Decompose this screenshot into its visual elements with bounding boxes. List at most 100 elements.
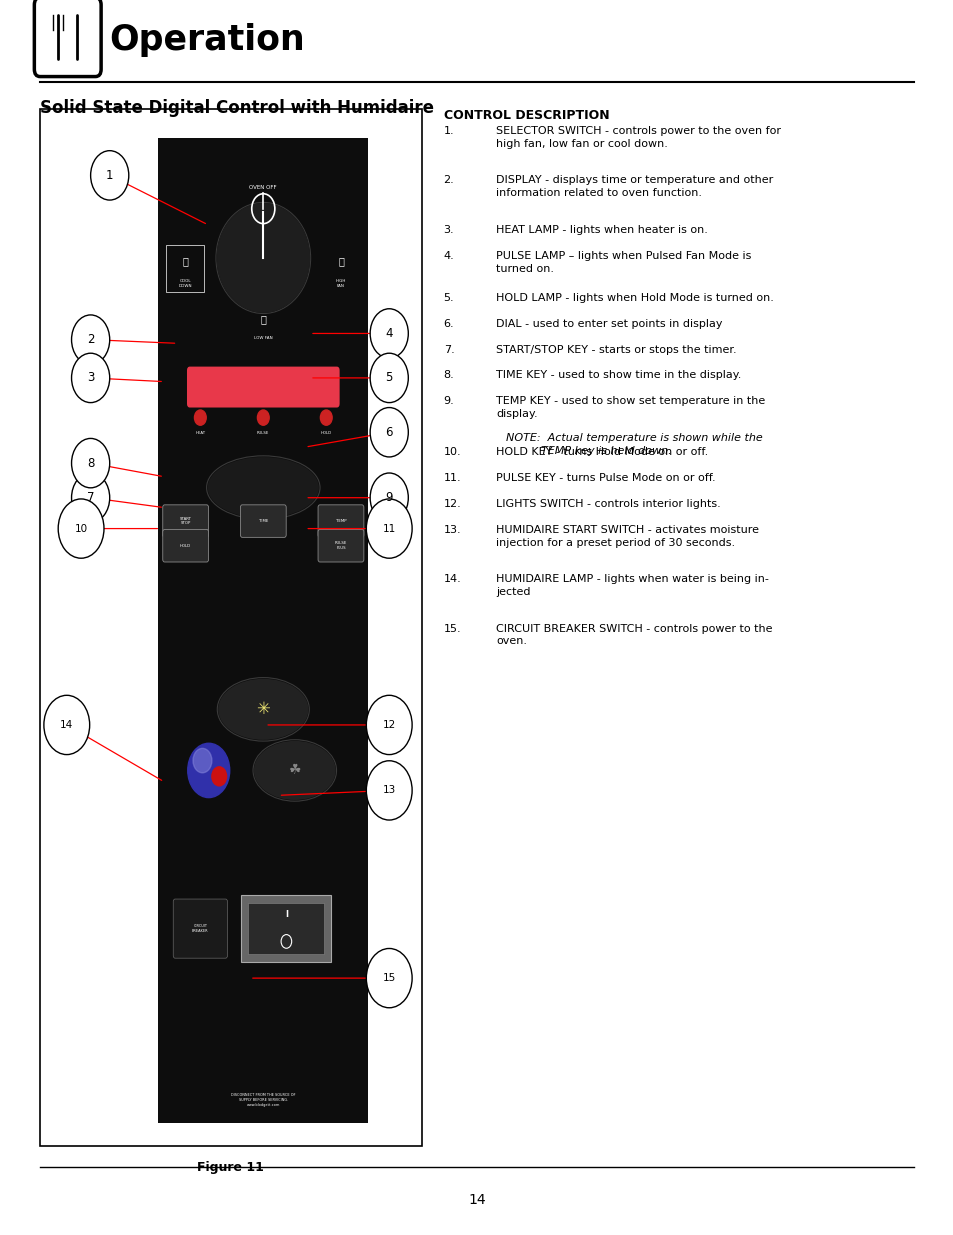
Text: 2.: 2. (443, 175, 454, 185)
Text: CONTROL DESCRIPTION: CONTROL DESCRIPTION (443, 109, 609, 122)
FancyBboxPatch shape (317, 530, 363, 562)
Text: 13.: 13. (443, 525, 460, 535)
Text: 14: 14 (60, 720, 73, 730)
Circle shape (320, 410, 332, 425)
Text: 8: 8 (87, 457, 94, 469)
Text: 5: 5 (385, 372, 393, 384)
FancyBboxPatch shape (240, 505, 286, 537)
Text: 3.: 3. (443, 225, 454, 235)
Text: 6.: 6. (443, 319, 454, 329)
FancyBboxPatch shape (187, 367, 339, 408)
Text: 13: 13 (382, 785, 395, 795)
Text: PULSE KEY - turns Pulse Mode on or off.: PULSE KEY - turns Pulse Mode on or off. (496, 473, 715, 483)
Text: 15: 15 (382, 973, 395, 983)
Bar (158, 138, 368, 1124)
Text: 1: 1 (106, 169, 113, 182)
Text: HOLD LAMP - lights when Hold Mode is turned on.: HOLD LAMP - lights when Hold Mode is tur… (496, 293, 773, 303)
Text: LIGHTS SWITCH - controls interior lights.: LIGHTS SWITCH - controls interior lights… (496, 499, 720, 509)
Text: LOW FAN: LOW FAN (253, 336, 273, 340)
Circle shape (44, 695, 90, 755)
Text: HEAT: HEAT (195, 431, 205, 436)
Text: 6: 6 (385, 426, 393, 438)
Circle shape (71, 353, 110, 403)
Text: TIME KEY - used to show time in the display.: TIME KEY - used to show time in the disp… (496, 370, 740, 380)
Text: HOLD: HOLD (320, 431, 332, 436)
Text: NOTE:  Actual temperature is shown while the
          TEMP key is held down.: NOTE: Actual temperature is shown while … (505, 433, 761, 456)
Circle shape (366, 761, 412, 820)
Text: HEAT LAMP - lights when heater is on.: HEAT LAMP - lights when heater is on. (496, 225, 707, 235)
Ellipse shape (217, 204, 309, 312)
Text: ⬛: ⬛ (337, 256, 343, 266)
Text: 12.: 12. (443, 499, 461, 509)
Text: Figure 11: Figure 11 (197, 1161, 264, 1174)
FancyBboxPatch shape (317, 505, 363, 537)
FancyBboxPatch shape (248, 903, 324, 955)
Ellipse shape (218, 679, 308, 740)
Text: Solid State Digital Control with Humidaire: Solid State Digital Control with Humidai… (40, 99, 434, 117)
Text: ☘: ☘ (288, 763, 301, 778)
Text: DISPLAY - displays time or temperature and other
information related to oven fun: DISPLAY - displays time or temperature a… (496, 175, 773, 198)
Text: HUMIDAIRE START SWITCH - activates moisture
injection for a preset period of 30 : HUMIDAIRE START SWITCH - activates moist… (496, 525, 759, 547)
Text: 11: 11 (382, 524, 395, 534)
Text: START
STOP: START STOP (179, 516, 192, 525)
Circle shape (71, 473, 110, 522)
Text: 15.: 15. (443, 624, 460, 634)
Text: 4.: 4. (443, 251, 454, 261)
Text: 12: 12 (382, 720, 395, 730)
Text: TEMP: TEMP (335, 519, 346, 524)
Text: TEMP KEY - used to show set temperature in the
display.: TEMP KEY - used to show set temperature … (496, 396, 764, 419)
FancyBboxPatch shape (163, 530, 209, 562)
Circle shape (370, 353, 408, 403)
Text: Operation: Operation (109, 22, 304, 57)
Text: 7: 7 (87, 492, 94, 504)
FancyBboxPatch shape (166, 245, 204, 291)
Circle shape (366, 948, 412, 1008)
Ellipse shape (208, 457, 318, 519)
Text: 5.: 5. (443, 293, 454, 303)
Text: CIRCUIT BREAKER SWITCH - controls power to the
oven.: CIRCUIT BREAKER SWITCH - controls power … (496, 624, 772, 646)
Text: HOLD KEY - turns Hold Mode on or off.: HOLD KEY - turns Hold Mode on or off. (496, 447, 707, 457)
Text: HUMIDAIRE LAMP - lights when water is being in-
jected: HUMIDAIRE LAMP - lights when water is be… (496, 574, 768, 597)
Text: TIME: TIME (258, 519, 268, 524)
Text: ⬛: ⬛ (183, 256, 189, 266)
Circle shape (188, 743, 230, 798)
Text: HIGH
FAN: HIGH FAN (335, 279, 346, 288)
Ellipse shape (253, 741, 335, 800)
FancyBboxPatch shape (163, 505, 209, 537)
Circle shape (366, 499, 412, 558)
Text: 9: 9 (385, 492, 393, 504)
Text: START/STOP KEY - starts or stops the timer.: START/STOP KEY - starts or stops the tim… (496, 345, 736, 354)
Text: ⬛: ⬛ (260, 314, 266, 324)
Circle shape (193, 748, 212, 773)
Text: 10.: 10. (443, 447, 460, 457)
Bar (40, 109, 421, 1146)
Text: 2: 2 (87, 333, 94, 346)
Text: HOLD: HOLD (180, 543, 191, 548)
Circle shape (194, 410, 206, 425)
Circle shape (71, 315, 110, 364)
Text: 8.: 8. (443, 370, 454, 380)
Text: COOL
DOWN: COOL DOWN (179, 279, 193, 288)
Text: 7.: 7. (443, 345, 454, 354)
Text: 1.: 1. (443, 126, 454, 136)
Text: 4: 4 (385, 327, 393, 340)
Text: DIAL - used to enter set points in display: DIAL - used to enter set points in displ… (496, 319, 721, 329)
Text: 3: 3 (87, 372, 94, 384)
Circle shape (257, 410, 269, 425)
Text: OVEN OFF: OVEN OFF (250, 184, 276, 189)
Text: ✳: ✳ (256, 700, 270, 719)
FancyBboxPatch shape (241, 895, 331, 962)
FancyBboxPatch shape (34, 0, 101, 77)
Circle shape (91, 151, 129, 200)
Circle shape (370, 309, 408, 358)
Circle shape (58, 499, 104, 558)
Text: 11.: 11. (443, 473, 460, 483)
Text: 14.: 14. (443, 574, 461, 584)
FancyBboxPatch shape (173, 899, 227, 958)
Text: PULSE: PULSE (257, 431, 269, 436)
Text: 14: 14 (468, 1193, 485, 1208)
Circle shape (370, 408, 408, 457)
Text: DISCONNECT FROM THE SOURCE OF
SUPPLY BEFORE SERVICING.
www.blodgett.com: DISCONNECT FROM THE SOURCE OF SUPPLY BEF… (231, 1093, 295, 1107)
Text: PULSE
PLUS: PULSE PLUS (335, 541, 347, 550)
Circle shape (71, 438, 110, 488)
